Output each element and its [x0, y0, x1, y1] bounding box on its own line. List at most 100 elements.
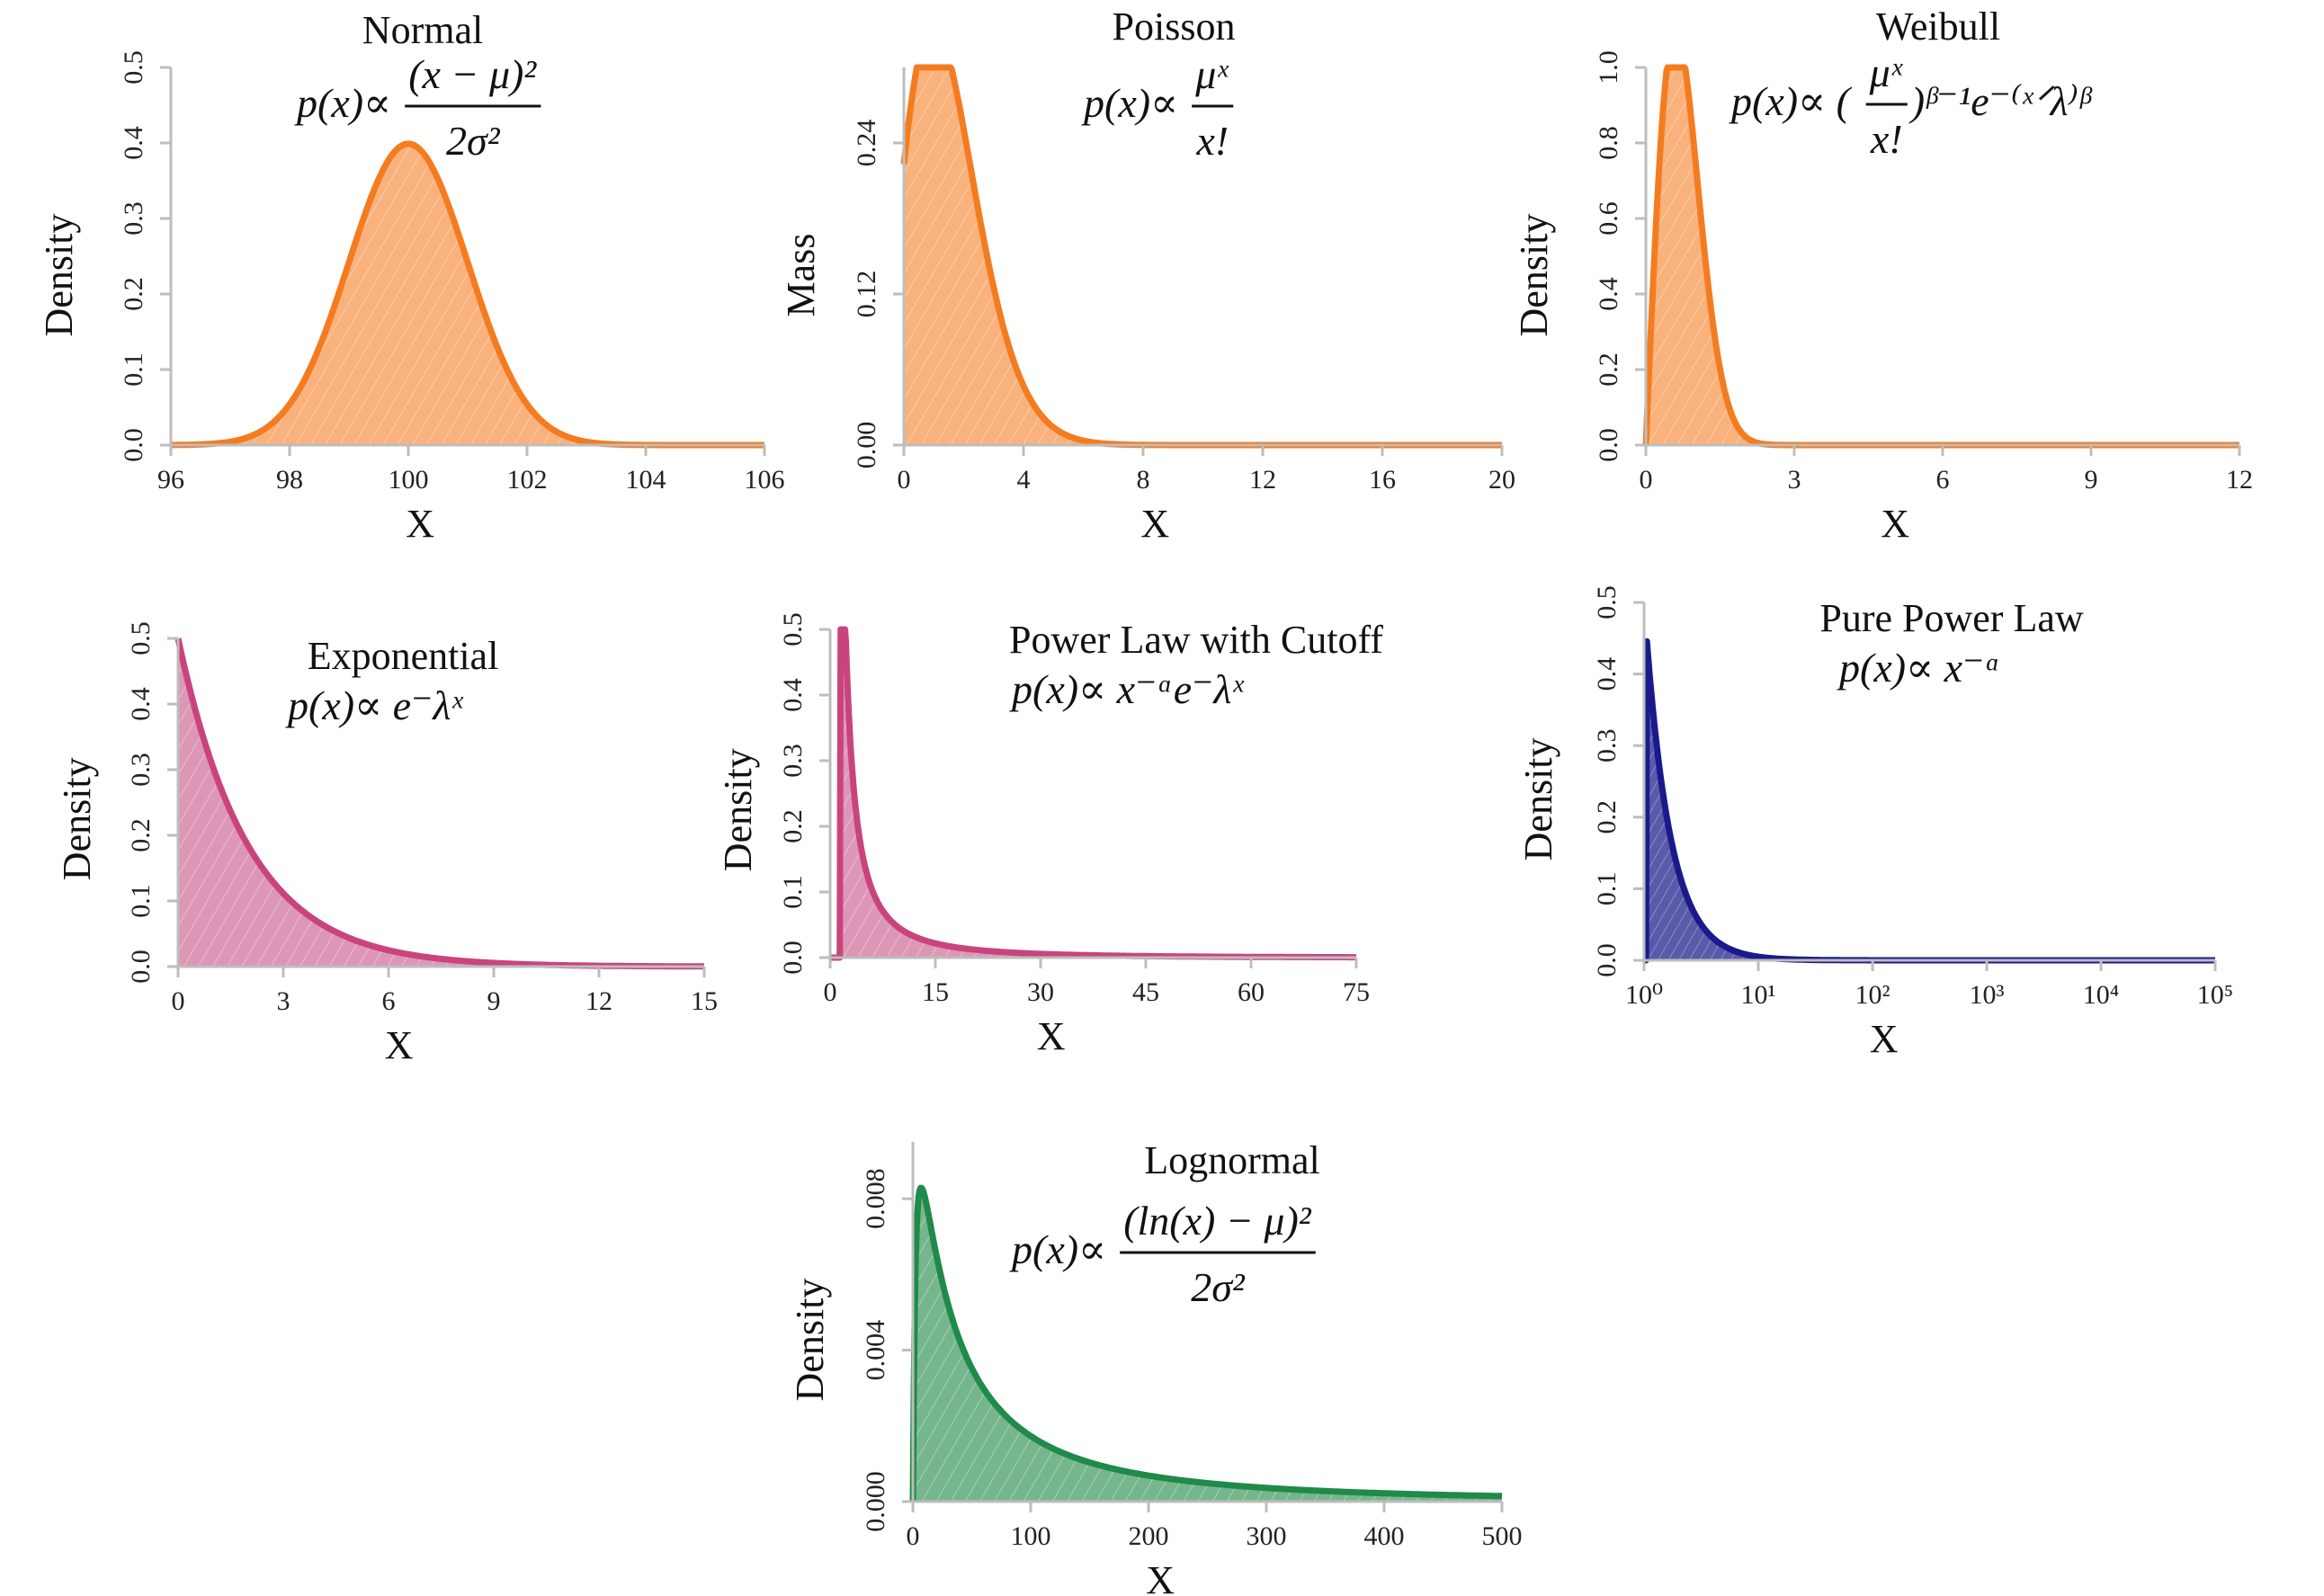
- x-tick-label: 9: [2085, 465, 2098, 495]
- y-tick-label: 0.1: [126, 884, 156, 918]
- x-axis-label: X: [406, 502, 434, 546]
- y-tick-label: 0.4: [126, 687, 156, 721]
- y-tick-label: 0.24: [852, 120, 881, 167]
- x-tick-label: 16: [1369, 465, 1396, 495]
- y-tick-label: 0.5: [119, 50, 148, 85]
- y-tick-label: 0.0: [126, 950, 156, 984]
- density-hatch: [171, 143, 764, 445]
- x-tick-label: 200: [1129, 1521, 1169, 1551]
- x-tick-label: 400: [1364, 1521, 1405, 1551]
- chart-title: Exponential: [308, 634, 499, 678]
- x-tick-label: 8: [1137, 465, 1150, 495]
- x-tick-label: 4: [1017, 465, 1031, 495]
- y-tick-label: 0.3: [778, 744, 808, 778]
- x-tick-label: 100: [1011, 1521, 1051, 1551]
- y-tick-label: 0.2: [1594, 352, 1623, 387]
- y-axis-label: Mass: [779, 234, 823, 317]
- density-curve: [909, 1184, 1505, 1502]
- y-tick-label: 0.1: [119, 352, 148, 387]
- formula-denominator: 2σ²: [446, 118, 501, 164]
- y-tick-label: 1.0: [1594, 50, 1623, 85]
- chart-title: Poisson: [1113, 4, 1236, 49]
- y-tick-label: 0.4: [1594, 277, 1623, 311]
- density-hatch: [913, 1188, 1502, 1502]
- y-axis-label: Density: [55, 757, 99, 880]
- x-tick-label: 100: [389, 465, 429, 495]
- y-tick-label: 0.12: [852, 271, 881, 318]
- y-tick-label: 0.5: [1592, 585, 1622, 620]
- formula-lhs: p(x)∝ x⁻ᵅe⁻λˣ: [1009, 666, 1244, 712]
- y-axis-label: Density: [1512, 214, 1556, 337]
- x-tick-label: 300: [1247, 1521, 1287, 1551]
- x-tick-label: 9: [487, 986, 501, 1016]
- y-axis-label: Density: [716, 748, 760, 871]
- x-tick-label: 6: [382, 986, 396, 1016]
- x-axis-label: X: [1870, 1017, 1899, 1061]
- y-tick-label: 0.2: [126, 818, 156, 852]
- y-tick-label: 0.3: [126, 753, 156, 787]
- x-axis-label: X: [385, 1023, 414, 1067]
- chart-normal: 96 98 100 102 104 106 0.0 0.1 0.2 0.3 0.4 0.5 X Densi…: [37, 8, 785, 546]
- x-tick-label: 75: [1343, 977, 1370, 1007]
- x-tick-label: 12: [1249, 465, 1276, 495]
- formula-denominator: x!: [1870, 116, 1903, 162]
- formula-lhs: p(x)∝ e⁻λˣ: [285, 682, 463, 728]
- chart-weibull: 0 3 6 9 12 0.0 0.2 0.4 0.6 0.8 1.0 X Density Weibull p…: [1512, 4, 2253, 546]
- x-tick-label: 12: [2226, 465, 2253, 495]
- chart-title: Weibull: [1876, 4, 2000, 49]
- x-tick-label: 10²: [1855, 980, 1890, 1010]
- formula-denominator: 2σ²: [1191, 1264, 1246, 1310]
- x-tick-label: 10³: [1970, 980, 2005, 1010]
- x-tick-label: 102: [507, 465, 548, 495]
- y-tick-label: 0.4: [119, 126, 148, 160]
- x-tick-label: 15: [691, 986, 718, 1016]
- x-tick-label: 500: [1482, 1521, 1523, 1551]
- y-tick-label: 0.5: [126, 621, 156, 655]
- x-tick-label: 0: [824, 977, 837, 1007]
- x-axis-label: X: [1140, 502, 1169, 546]
- x-tick-label: 15: [922, 977, 949, 1007]
- chart-lognormal: 0 100 200 300 400 500 0.000 0.004 0.008 X Density L…: [788, 1138, 1523, 1596]
- density-hatch: [904, 67, 1502, 445]
- y-tick-label: 0.6: [1594, 201, 1623, 236]
- y-tick-label: 0.0: [778, 941, 808, 975]
- chart-pure-power-law: 10⁰ 10¹ 10² 10³ 10⁴ 10⁵ 0.0 0.1 0.2 0.3 0.4 0.5 X Den…: [1516, 585, 2233, 1061]
- formula-numerator: (ln(x) − μ)²: [1123, 1198, 1312, 1244]
- y-tick-label: 0.008: [861, 1168, 890, 1229]
- formula-denominator: x!: [1195, 118, 1229, 164]
- x-tick-label: 106: [745, 465, 785, 495]
- y-tick-label: 0.0: [119, 428, 148, 462]
- chart-title: Normal: [362, 8, 483, 52]
- density-hatch: [830, 629, 1356, 958]
- y-tick-label: 0.2: [778, 809, 808, 843]
- y-tick-label: 0.5: [778, 612, 808, 646]
- x-tick-label: 0: [172, 986, 185, 1016]
- y-axis-label: Density: [37, 214, 81, 337]
- formula-rhs: )ᵝ⁻¹e⁻⁽ˣᐟλ⁾ᵝ: [1908, 78, 2093, 124]
- x-tick-label: 45: [1132, 977, 1159, 1007]
- chart-title: Power Law with Cutoff: [1009, 618, 1383, 662]
- formula-lhs: p(x)∝: [1081, 80, 1178, 126]
- x-axis-label: X: [1881, 502, 1909, 546]
- x-tick-label: 104: [626, 465, 666, 495]
- x-tick-label: 3: [277, 986, 290, 1016]
- y-tick-label: 0.4: [1592, 657, 1622, 691]
- x-axis-label: X: [1037, 1014, 1066, 1058]
- x-tick-label: 96: [157, 465, 184, 495]
- y-tick-label: 0.0: [1592, 943, 1622, 977]
- density-curve: [1642, 64, 2242, 449]
- y-axis-label: Density: [1516, 737, 1560, 860]
- chart-title: Pure Power Law: [1819, 596, 2083, 640]
- x-tick-label: 0: [1640, 465, 1653, 495]
- formula-numerator: μˣ: [1869, 49, 1903, 95]
- y-tick-label: 0.3: [119, 201, 148, 236]
- x-tick-label: 0: [898, 465, 911, 495]
- chart-poisson: 0 4 8 12 16 20 0.00 0.12 0.24 X Mass Poisson p(x)∝ μˣ…: [779, 4, 1515, 546]
- y-tick-label: 0.2: [119, 277, 148, 311]
- x-tick-label: 20: [1488, 465, 1515, 495]
- formula-lhs: p(x)∝ x⁻ᵅ: [1837, 645, 2001, 691]
- x-tick-label: 10⁵: [2197, 980, 2233, 1010]
- y-tick-label: 0.000: [861, 1471, 890, 1532]
- x-tick-label: 60: [1238, 977, 1265, 1007]
